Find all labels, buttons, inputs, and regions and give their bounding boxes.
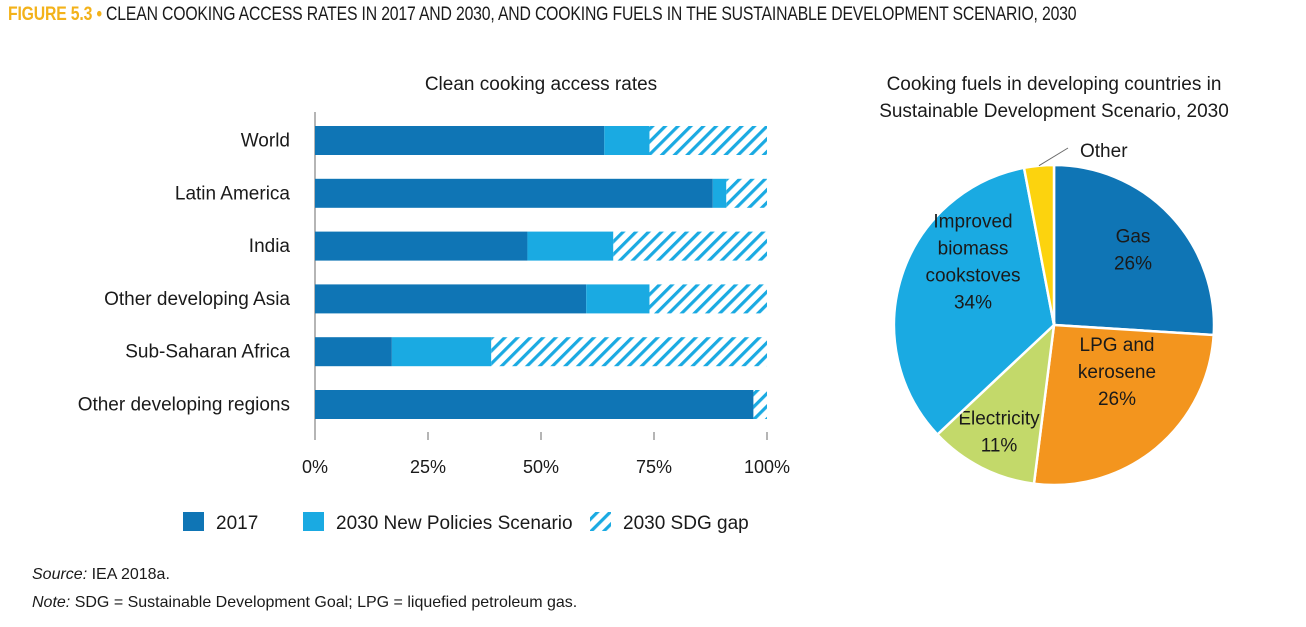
- bar-2030-new-policies-scenario: [604, 126, 650, 155]
- pie-chart: Cooking fuels in developing countries in…: [879, 74, 1229, 487]
- legend-label: 2017: [216, 513, 258, 534]
- bar-2017: [315, 126, 605, 155]
- figure-number: FIGURE 5.3: [8, 4, 93, 25]
- legend-swatch: [590, 512, 611, 531]
- figure-title-text: CLEAN COOKING ACCESS RATES IN 2017 AND 2…: [106, 4, 1077, 25]
- category-label: Sub-Saharan Africa: [125, 342, 290, 363]
- pie-slice-label: LPG and: [1080, 335, 1155, 356]
- pie-slice-label: Other: [1080, 141, 1128, 162]
- pie-slice-label: 34%: [954, 293, 992, 314]
- x-tick-label: 75%: [636, 457, 672, 477]
- bar-2030-new-policies-scenario: [391, 337, 492, 367]
- pie-slice-label: Electricity: [958, 409, 1040, 430]
- bar-2030-sdg-gap: [613, 231, 767, 261]
- pie-slice-label: 11%: [981, 436, 1018, 457]
- category-label: Other developing Asia: [104, 289, 290, 310]
- pie-slice-label: Improved: [933, 212, 1012, 233]
- source-label: Source:: [32, 566, 88, 583]
- legend-label: 2030 New Policies Scenario: [336, 513, 573, 534]
- x-tick-label: 0%: [302, 457, 328, 477]
- pie-slice-improved: [892, 166, 1056, 437]
- pie-slice-label: 26%: [1114, 254, 1152, 275]
- category-label: Other developing regions: [78, 395, 290, 416]
- bar-2017: [315, 178, 713, 208]
- note-text: SDG = Sustainable Development Goal; LPG …: [74, 594, 578, 611]
- legend-swatch: [183, 512, 204, 531]
- pie-slice-label: cookstoves: [925, 266, 1020, 287]
- pie-slice-label: kerosene: [1078, 362, 1156, 383]
- pie-slice-label: 26%: [1098, 389, 1136, 410]
- bar-2030-sdg-gap: [649, 284, 767, 314]
- source-line: Source: IEA 2018a.: [32, 566, 170, 584]
- pie-slice-electricity: [935, 321, 1056, 486]
- pie-title-line: Cooking fuels in developing countries in: [887, 74, 1222, 95]
- bar-2017: [315, 284, 587, 314]
- bar-2030-sdg-gap: [753, 390, 767, 419]
- figure-title: FIGURE 5.3 • CLEAN COOKING ACCESS RATES …: [8, 4, 1077, 26]
- figure-bullet: •: [96, 4, 102, 25]
- bar-2030-new-policies-scenario: [712, 178, 727, 208]
- x-tick-label: 100%: [744, 457, 790, 477]
- note-line: Note: SDG = Sustainable Development Goal…: [32, 594, 577, 612]
- category-label: World: [241, 131, 290, 152]
- bar-2030-sdg-gap: [649, 126, 767, 155]
- bar-chart-title: Clean cooking access rates: [425, 74, 657, 95]
- pie-slice-label: Gas: [1116, 227, 1151, 248]
- bar-2030-sdg-gap: [491, 337, 767, 367]
- bar-2017: [315, 390, 754, 419]
- bar-2030-sdg-gap: [726, 178, 767, 208]
- pie-slice-gas: [1052, 163, 1216, 337]
- pie-leader-line: [1038, 147, 1069, 167]
- category-label: India: [249, 236, 291, 257]
- legend-swatch: [303, 512, 324, 531]
- bar-2030-new-policies-scenario: [527, 231, 614, 261]
- pie-slice-lpg-and: [1032, 323, 1216, 487]
- bar-2030-new-policies-scenario: [586, 284, 650, 314]
- bar-2017: [315, 231, 528, 261]
- category-label: Latin America: [175, 183, 291, 204]
- pie-title-line: Sustainable Development Scenario, 2030: [879, 101, 1229, 122]
- x-tick-label: 50%: [523, 457, 559, 477]
- pie-slice-label: biomass: [938, 239, 1009, 260]
- x-tick-label: 25%: [410, 457, 446, 477]
- note-label: Note:: [32, 594, 71, 611]
- legend-label: 2030 SDG gap: [623, 513, 749, 534]
- source-text: IEA 2018a.: [91, 566, 170, 583]
- bar-chart: Clean cooking access rates 0% 25% 50% 75% 100…: [78, 74, 790, 534]
- bar-2017: [315, 337, 392, 367]
